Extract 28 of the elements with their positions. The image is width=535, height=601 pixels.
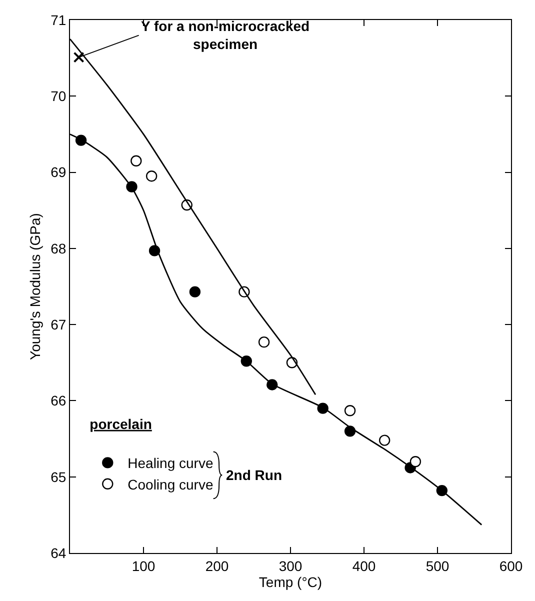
annotation: 2nd Run: [226, 467, 282, 483]
y-tick-label: 67: [50, 316, 66, 332]
x-tick-label: 100: [132, 558, 156, 574]
x-tick-label: 200: [205, 558, 229, 574]
y-tick-label: 70: [50, 88, 66, 104]
x-axis-title: Temp (°C): [258, 574, 322, 590]
legend-label: Cooling curve: [128, 476, 214, 492]
legend-label: Healing curve: [128, 455, 214, 472]
point: [378, 434, 390, 446]
y-axis-title: Young's Modulus (GPa): [27, 213, 44, 360]
x-tick-label: 400: [352, 558, 376, 574]
point: [344, 405, 356, 416]
point: [146, 170, 158, 182]
y-tick-label: 64: [50, 544, 66, 561]
point: [410, 456, 422, 468]
x-tick-label: 600: [499, 558, 523, 574]
point: [73, 52, 84, 63]
point: [258, 336, 270, 348]
y-tick-label: 71: [50, 12, 66, 28]
y-tick-label: 68: [50, 240, 66, 256]
y-tick-label: 66: [50, 392, 66, 409]
point: [130, 155, 142, 166]
legend-title: porcelain: [90, 416, 152, 432]
y-tick-label: 65: [50, 468, 66, 485]
x-tick-label: 300: [278, 558, 302, 574]
point: [189, 286, 201, 298]
x-tick-label: 500: [426, 558, 450, 574]
y-tick-label: 69: [50, 164, 66, 180]
